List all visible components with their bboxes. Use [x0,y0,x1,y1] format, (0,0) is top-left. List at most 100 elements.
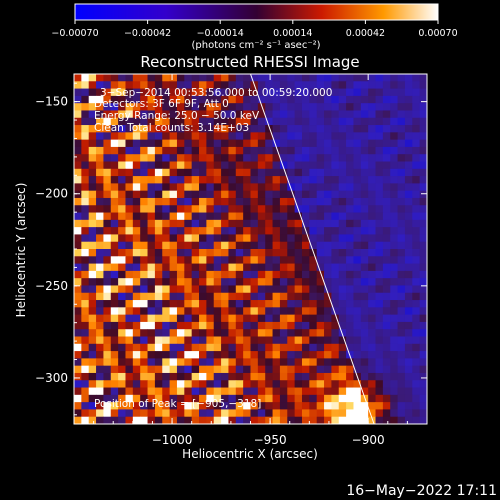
heatmap-cell [140,314,148,323]
heatmap-cell [360,183,369,192]
heatmap-cell [368,351,376,359]
heatmap-cell [250,329,259,337]
heatmap-cell [338,132,347,141]
heatmap-cell [257,125,266,133]
heatmap-cell [221,351,229,359]
heatmap-cell [419,402,427,410]
heatmap-cell [140,103,148,111]
heatmap-cell [191,270,200,279]
heatmap-cell [368,329,376,337]
heatmap-cell [360,219,369,228]
heatmap-cell [360,263,369,272]
heatmap-cell [346,300,354,308]
heatmap-cell [140,285,148,294]
heatmap-cell [154,74,163,82]
heatmap-cell [125,168,134,177]
heatmap-cell [279,270,288,279]
heatmap-cell [301,146,310,155]
heatmap-cell [176,241,185,250]
heatmap-cell [257,365,266,374]
heatmap-cell [382,402,391,410]
heatmap-cell [184,212,193,221]
heatmap-cell [132,285,141,294]
heatmap-cell [346,227,354,235]
heatmap-cell [250,117,259,126]
heatmap-cell [96,103,104,111]
heatmap-cell [301,132,310,141]
heatmap-cell [221,190,229,199]
heatmap-cell [147,74,156,82]
heatmap-cell [294,358,303,367]
colorbar: −0.00070 −0.00042 −0.00014 0.00014 0.00042 0.… [51,3,458,51]
heatmap-cell [169,285,178,294]
heatmap-cell [176,278,185,286]
heatmap-cell [140,205,148,213]
heatmap-cell [368,103,376,111]
heatmap-cell [265,125,273,133]
heatmap-cell [140,278,148,286]
heatmap-cell [221,241,229,250]
heatmap-cell [162,74,170,82]
heatmap-cell [191,394,200,403]
heatmap-cell [279,249,288,257]
heatmap-cell [74,197,82,206]
heatmap-cell [176,321,185,330]
heatmap-cell [176,168,185,177]
heatmap-cell [118,132,126,141]
heatmap-cell [309,270,318,279]
heatmap-cell [353,183,362,192]
plot-area: −1000 −950 −900 −150−200−250−300 [35,73,428,447]
heatmap-cell [331,343,340,352]
heatmap-cell [419,176,427,184]
heatmap-cell [162,81,170,89]
heatmap-cell [176,358,185,367]
heatmap-cell [140,351,148,359]
heatmap-cell [147,314,156,323]
heatmap-cell [221,263,229,272]
heatmap-cell [279,358,288,367]
heatmap-cell [221,314,229,323]
heatmap-cell [118,88,126,97]
heatmap-cell [132,372,141,381]
heatmap-cell [353,154,362,162]
heatmap-cell [301,270,310,279]
heatmap-cell [353,307,362,316]
heatmap-cell [199,329,207,337]
heatmap-cell [221,110,229,119]
heatmap-cell [206,358,215,367]
heatmap-cell [331,117,340,126]
heatmap-cell [309,117,318,126]
heatmap-cell [162,146,170,155]
heatmap-cell [375,343,384,352]
heatmap-cell [110,336,119,345]
heatmap-cell [309,125,318,133]
heatmap-cell [368,190,376,199]
heatmap-cell [353,110,362,119]
heatmap-cell [184,329,193,337]
heatmap-cell [243,227,251,235]
heatmap-cell [96,227,104,235]
heatmap-cell [169,74,178,82]
heatmap-cell [257,197,266,206]
heatmap-cell [316,88,325,97]
heatmap-cell [375,110,384,119]
heatmap-cell [184,88,193,97]
heatmap-cell [338,365,347,374]
heatmap-cell [265,285,273,294]
heatmap-cell [301,219,310,228]
heatmap-cell [199,278,207,286]
heatmap-cell [294,161,303,170]
heatmap-cell [368,219,376,228]
heatmap-cell [368,132,376,141]
heatmap-cell [404,263,413,272]
heatmap-cell [250,380,259,388]
heatmap-cell [132,321,141,330]
heatmap-cell [199,285,207,294]
heatmap-cell [257,358,266,367]
heatmap-cell [199,132,207,141]
heatmap-cell [228,176,237,184]
heatmap-cell [110,394,119,403]
heatmap-cell [287,409,296,418]
heatmap-cell [243,358,251,367]
heatmap-cell [110,343,119,352]
